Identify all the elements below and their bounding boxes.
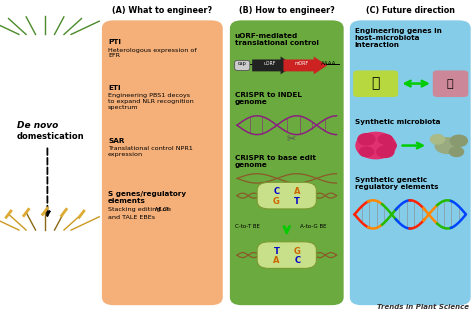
Text: and TALE EBEs: and TALE EBEs xyxy=(108,215,155,220)
Text: CRISPR to INDEL
genome: CRISPR to INDEL genome xyxy=(235,92,301,105)
Text: (C) Future direction: (C) Future direction xyxy=(366,7,455,15)
Text: uORF: uORF xyxy=(263,61,276,66)
Text: CRISPR to base edit
genome: CRISPR to base edit genome xyxy=(235,155,316,168)
Circle shape xyxy=(377,146,394,157)
Text: 🌱: 🌱 xyxy=(372,77,380,90)
Text: G: G xyxy=(273,197,280,206)
Text: S genes/regulatory
elements: S genes/regulatory elements xyxy=(108,191,186,204)
Circle shape xyxy=(430,135,445,144)
Text: Trends in Plant Science: Trends in Plant Science xyxy=(377,304,469,310)
Text: cap: cap xyxy=(238,61,246,66)
Text: ✂: ✂ xyxy=(287,135,296,145)
Circle shape xyxy=(450,135,467,146)
Text: C-to-T BE: C-to-T BE xyxy=(235,224,259,229)
Circle shape xyxy=(359,147,374,156)
FancyBboxPatch shape xyxy=(433,70,468,97)
Text: AAAA: AAAA xyxy=(321,61,336,66)
FancyBboxPatch shape xyxy=(353,70,398,97)
Text: 🦠: 🦠 xyxy=(447,79,454,89)
Text: domestication: domestication xyxy=(17,132,84,141)
Circle shape xyxy=(435,138,459,153)
Circle shape xyxy=(449,147,464,156)
Text: MLOs: MLOs xyxy=(155,207,172,212)
FancyBboxPatch shape xyxy=(230,20,344,305)
Text: Synthetic genetic
regulatory elements: Synthetic genetic regulatory elements xyxy=(355,177,438,190)
Circle shape xyxy=(356,132,396,159)
FancyBboxPatch shape xyxy=(257,182,316,209)
Text: De novo: De novo xyxy=(17,121,58,130)
Text: A: A xyxy=(294,187,301,196)
Text: G: G xyxy=(294,247,301,255)
Text: (A) What to engineer?: (A) What to engineer? xyxy=(112,7,212,15)
Circle shape xyxy=(378,135,392,144)
Text: uORF-mediated
translational control: uORF-mediated translational control xyxy=(235,33,319,46)
Text: A-to-G BE: A-to-G BE xyxy=(300,224,327,229)
Text: Engineering genes in
host–microbiota
interaction: Engineering genes in host–microbiota int… xyxy=(355,28,441,48)
Text: A: A xyxy=(273,256,280,265)
FancyBboxPatch shape xyxy=(283,56,327,74)
Text: Stacking editing of: Stacking editing of xyxy=(108,207,171,212)
Circle shape xyxy=(358,134,375,145)
Text: C: C xyxy=(294,256,300,265)
Text: PTI: PTI xyxy=(108,39,121,45)
Text: T: T xyxy=(273,247,279,255)
Text: T: T xyxy=(294,197,300,206)
FancyBboxPatch shape xyxy=(257,242,316,269)
Text: SAR: SAR xyxy=(108,138,125,144)
Text: mORF: mORF xyxy=(295,61,309,66)
FancyBboxPatch shape xyxy=(102,20,223,305)
Text: Synthetic microbiota: Synthetic microbiota xyxy=(355,119,440,125)
Text: Heterologous expression of
EFR: Heterologous expression of EFR xyxy=(108,48,197,59)
FancyBboxPatch shape xyxy=(252,56,294,74)
Text: (B) How to engineer?: (B) How to engineer? xyxy=(239,7,335,15)
FancyBboxPatch shape xyxy=(350,20,471,305)
Text: Translational control NPR1
expression: Translational control NPR1 expression xyxy=(108,146,193,157)
Text: ETI: ETI xyxy=(108,85,121,90)
Circle shape xyxy=(384,141,396,150)
Text: Engineering PBS1 decoys
to expand NLR recognition
spectrum: Engineering PBS1 decoys to expand NLR re… xyxy=(108,93,194,110)
FancyBboxPatch shape xyxy=(235,60,250,70)
Text: C: C xyxy=(273,187,279,196)
